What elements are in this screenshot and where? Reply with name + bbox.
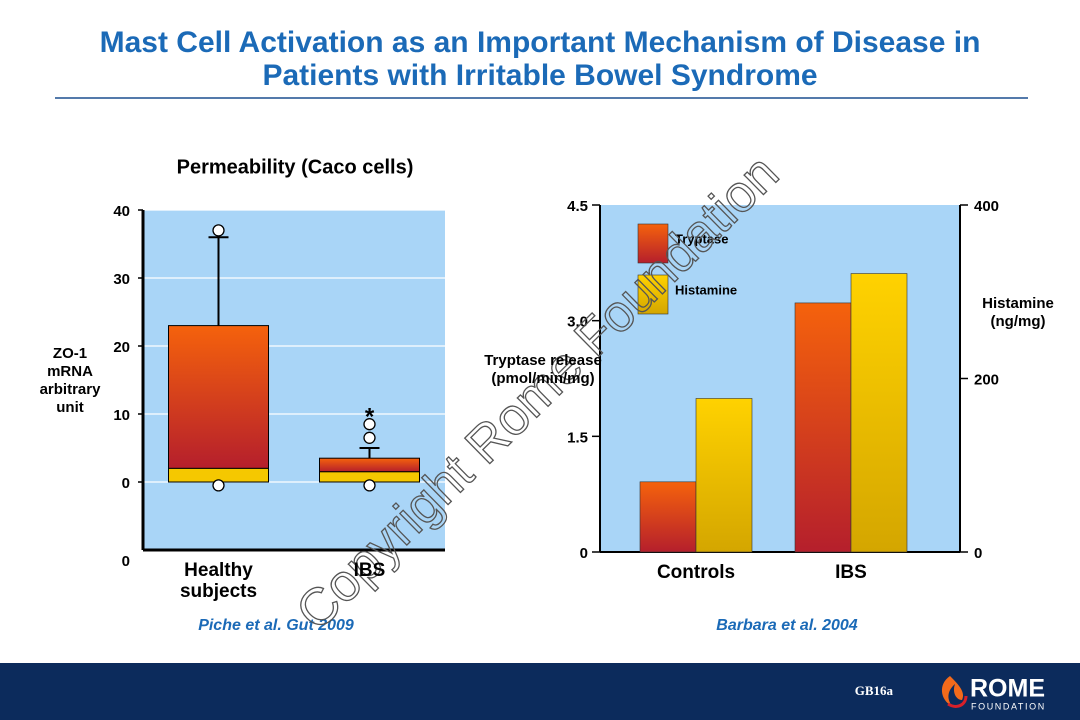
outlier — [363, 431, 376, 444]
y2-tick-label: 200 — [974, 371, 999, 388]
y-tick-label: 40 — [113, 203, 130, 220]
chart-title: Permeability (Caco cells) — [177, 156, 414, 178]
outlier — [363, 418, 376, 431]
logo-name: ROME — [970, 675, 1045, 703]
y-tick-label: 4.5 — [567, 198, 588, 215]
legend-swatch — [637, 223, 669, 264]
legend-label: Tryptase — [675, 231, 728, 246]
bar — [850, 273, 908, 553]
box-upper — [168, 325, 269, 469]
y2-tick-label: 400 — [974, 198, 999, 215]
bar — [695, 398, 753, 553]
box-upper — [319, 457, 420, 473]
title-text: Patients with Irritable Bowel Syndrome — [262, 59, 817, 92]
x-tick-label: Healthy subjects — [179, 560, 258, 602]
outlier — [212, 479, 225, 492]
logo-subtitle: FOUNDATION — [971, 701, 1046, 711]
rome-logo: ROME FOUNDATION — [941, 675, 1046, 711]
y2-tick-label: 0 — [974, 545, 982, 562]
y-tick-label: 1.5 — [567, 429, 588, 446]
outlier — [363, 479, 376, 492]
y-tick-label: 20 — [113, 339, 130, 356]
logo-swoosh — [947, 695, 968, 708]
source: Barbara et al. 2004 — [716, 617, 858, 634]
y-tick-label: 30 — [113, 271, 130, 288]
slide-code: GB16a — [855, 683, 894, 698]
bar — [794, 302, 852, 553]
charts: Permeability (Caco cells)0102030400*Pich… — [113, 156, 999, 634]
y-axis-label: Tryptase release (pmol/min/mg) — [484, 352, 602, 387]
title: Mast Cell Activation as an Important Mec… — [100, 26, 981, 92]
x-tick-label: IBS — [835, 562, 867, 583]
y-tick-label: 0 — [580, 545, 588, 562]
y-tick-label: 10 — [113, 407, 130, 424]
legend-label: Histamine — [675, 282, 737, 297]
title-text: Mast Cell Activation as an Important Mec… — [100, 26, 981, 59]
y-axis-foot-label: 0 — [122, 553, 130, 570]
source: Piche et al. Gut 2009 — [198, 617, 354, 634]
y2-axis-label: Histamine (ng/mg) — [982, 295, 1054, 330]
x-tick-label: IBS — [353, 560, 386, 581]
legend-swatch — [637, 274, 669, 315]
footer-bar — [0, 663, 1080, 720]
annotation: * — [365, 403, 375, 430]
logo-flame — [941, 676, 964, 706]
y-tick-label: 3.0 — [567, 314, 588, 331]
y-axis-label: ZO-1 mRNA arbitrary unit — [39, 345, 101, 416]
y-tick-label: 0 — [122, 475, 130, 492]
bar — [639, 481, 697, 553]
x-tick-label: Controls — [657, 562, 735, 583]
outlier — [212, 224, 225, 237]
